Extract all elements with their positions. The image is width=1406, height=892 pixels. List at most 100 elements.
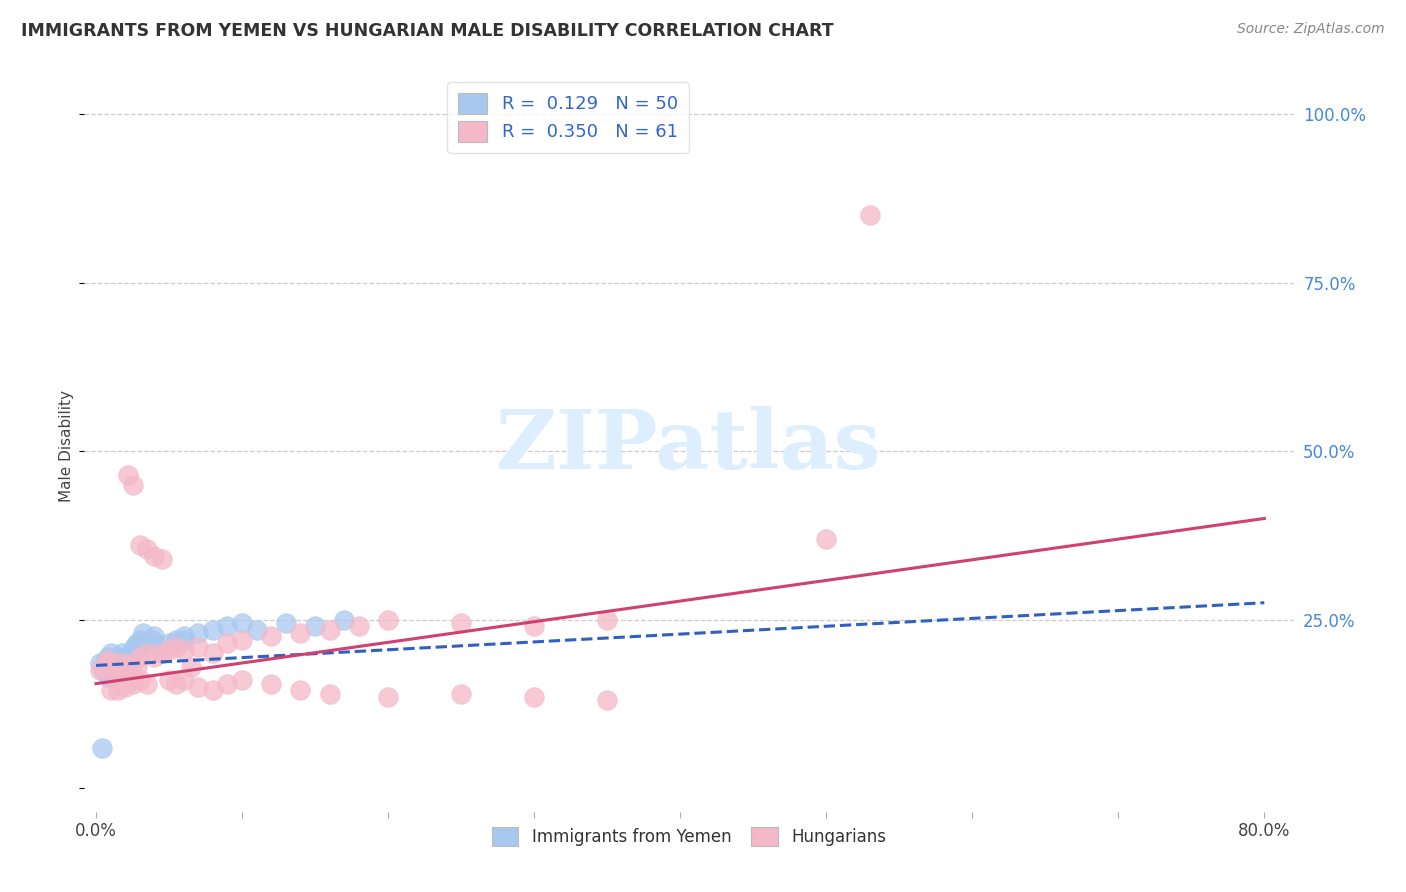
Point xyxy=(128,673,150,688)
Point xyxy=(377,613,399,627)
Point xyxy=(121,643,143,657)
Point xyxy=(121,646,143,660)
Point xyxy=(90,740,112,755)
Point xyxy=(377,690,399,705)
Point xyxy=(89,663,111,677)
Point xyxy=(143,636,166,650)
Point xyxy=(114,649,136,664)
Point xyxy=(114,660,136,674)
Point xyxy=(231,673,253,688)
Point xyxy=(114,653,136,667)
Point xyxy=(93,660,115,674)
Point xyxy=(105,657,128,671)
Point xyxy=(318,623,340,637)
Point xyxy=(101,660,124,674)
Point xyxy=(103,663,125,677)
Point xyxy=(274,615,297,630)
Point xyxy=(173,632,195,647)
Point xyxy=(117,657,139,671)
Point xyxy=(450,615,472,630)
Point xyxy=(103,660,125,674)
Point xyxy=(596,693,619,707)
Text: IMMIGRANTS FROM YEMEN VS HUNGARIAN MALE DISABILITY CORRELATION CHART: IMMIGRANTS FROM YEMEN VS HUNGARIAN MALE … xyxy=(21,22,834,40)
Point xyxy=(231,632,253,647)
Point xyxy=(128,649,150,664)
Point xyxy=(141,632,163,647)
Point xyxy=(128,632,150,647)
Point xyxy=(107,657,129,671)
Point xyxy=(128,538,150,552)
Point xyxy=(523,690,546,705)
Point xyxy=(450,687,472,701)
Point xyxy=(96,653,118,667)
Point xyxy=(100,663,122,677)
Point xyxy=(143,649,166,664)
Point xyxy=(103,653,125,667)
Point xyxy=(107,683,129,698)
Point xyxy=(121,477,143,491)
Point xyxy=(100,683,122,698)
Point xyxy=(100,663,122,677)
Legend: Immigrants from Yemen, Hungarians: Immigrants from Yemen, Hungarians xyxy=(484,819,894,855)
Point xyxy=(105,663,128,677)
Point xyxy=(136,646,159,660)
Point xyxy=(815,532,838,546)
Point xyxy=(104,657,127,671)
Point xyxy=(260,676,283,690)
Point xyxy=(125,636,148,650)
Point xyxy=(97,670,120,684)
Point xyxy=(115,649,138,664)
Point xyxy=(290,626,312,640)
Point xyxy=(333,613,356,627)
Point xyxy=(157,643,180,657)
Point xyxy=(118,653,141,667)
Point xyxy=(290,683,312,698)
Point xyxy=(150,552,173,566)
Point xyxy=(596,613,619,627)
Point xyxy=(98,657,121,671)
Point xyxy=(150,646,173,660)
Point xyxy=(108,657,131,671)
Point xyxy=(136,676,159,690)
Point xyxy=(318,687,340,701)
Point xyxy=(122,640,145,654)
Point xyxy=(150,646,173,660)
Point xyxy=(304,619,326,633)
Point xyxy=(111,657,134,671)
Point xyxy=(201,683,224,698)
Point xyxy=(143,630,166,644)
Point xyxy=(157,673,180,688)
Point xyxy=(217,676,239,690)
Point xyxy=(187,640,209,654)
Point xyxy=(859,208,882,222)
Point xyxy=(201,623,224,637)
Point xyxy=(180,660,202,674)
Point xyxy=(157,636,180,650)
Point xyxy=(121,676,143,690)
Point xyxy=(96,657,118,671)
Point xyxy=(111,653,134,667)
Point xyxy=(201,646,224,660)
Text: ZIPatlas: ZIPatlas xyxy=(496,406,882,486)
Point xyxy=(165,640,187,654)
Point xyxy=(117,663,139,677)
Point xyxy=(136,541,159,556)
Point xyxy=(117,467,139,482)
Point xyxy=(108,663,131,677)
Point xyxy=(246,623,269,637)
Point xyxy=(107,649,129,664)
Point xyxy=(173,630,195,644)
Point xyxy=(143,549,166,563)
Point xyxy=(111,646,134,660)
Point xyxy=(125,660,148,674)
Point xyxy=(128,640,150,654)
Point xyxy=(173,643,195,657)
Text: Source: ZipAtlas.com: Source: ZipAtlas.com xyxy=(1237,22,1385,37)
Point xyxy=(93,663,115,677)
Point xyxy=(97,653,120,667)
Point xyxy=(347,619,370,633)
Point xyxy=(217,636,239,650)
Point xyxy=(523,619,546,633)
Y-axis label: Male Disability: Male Disability xyxy=(59,390,73,502)
Point xyxy=(121,657,143,671)
